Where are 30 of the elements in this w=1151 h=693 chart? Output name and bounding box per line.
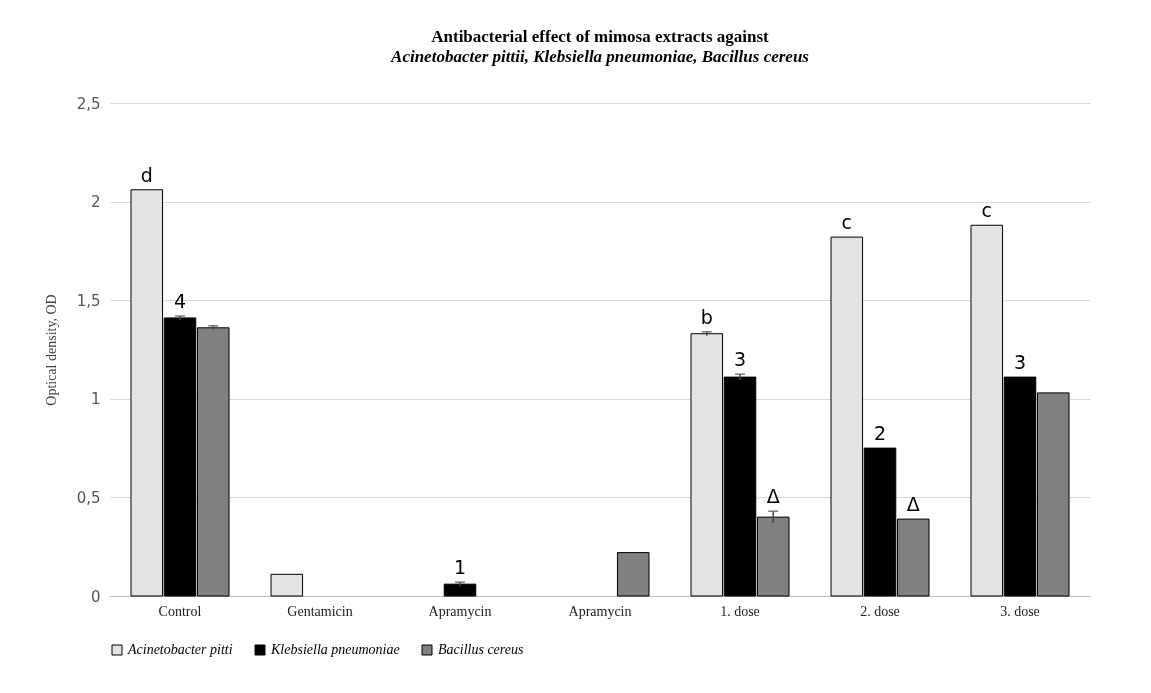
y-tick-label: 0 — [90, 587, 101, 606]
data-label: c — [981, 199, 993, 222]
chart-title: Antibacterial effect of mimosa extracts against — [431, 27, 770, 46]
data-label: c — [841, 211, 853, 234]
x-tick-label: Gentamicin — [287, 603, 353, 619]
y-tick-label: 2 — [90, 193, 101, 212]
annotation: 4 — [173, 289, 187, 312]
legend-label: Acinetobacter pitti — [127, 642, 233, 657]
annotation: 3 — [1013, 351, 1027, 374]
x-tick-label: 3. dose — [1000, 603, 1040, 619]
data-label: d — [140, 163, 153, 186]
chart-subtitle: Acinetobacter pittii, Klebsiella pneumoniae, Bacillus cereus — [390, 47, 810, 66]
legend-label: Klebsiella pneumoniae — [270, 642, 400, 657]
annotation: 2 — [873, 422, 887, 445]
y-tick-label: 2,5 — [76, 94, 101, 113]
data-label: Δ — [906, 493, 920, 516]
x-tick-label: Apramycin — [568, 603, 632, 619]
annotation: 3 — [733, 348, 747, 371]
data-label: Δ — [766, 485, 780, 508]
x-tick-label: Apramycin — [428, 603, 492, 619]
y-axis-title: Optical density, OD — [43, 294, 59, 406]
legend-label: Bacillus cereus — [438, 642, 524, 657]
x-tick-label: 1. dose — [720, 603, 760, 619]
x-tick-label: 2. dose — [860, 603, 900, 619]
data-label: b — [700, 305, 713, 328]
x-tick-label: Control — [158, 603, 202, 619]
y-tick-label: 0,5 — [76, 488, 101, 507]
annotation: 1 — [453, 556, 467, 579]
y-tick-label: 1 — [90, 390, 101, 409]
y-tick-label: 1,5 — [76, 291, 101, 310]
